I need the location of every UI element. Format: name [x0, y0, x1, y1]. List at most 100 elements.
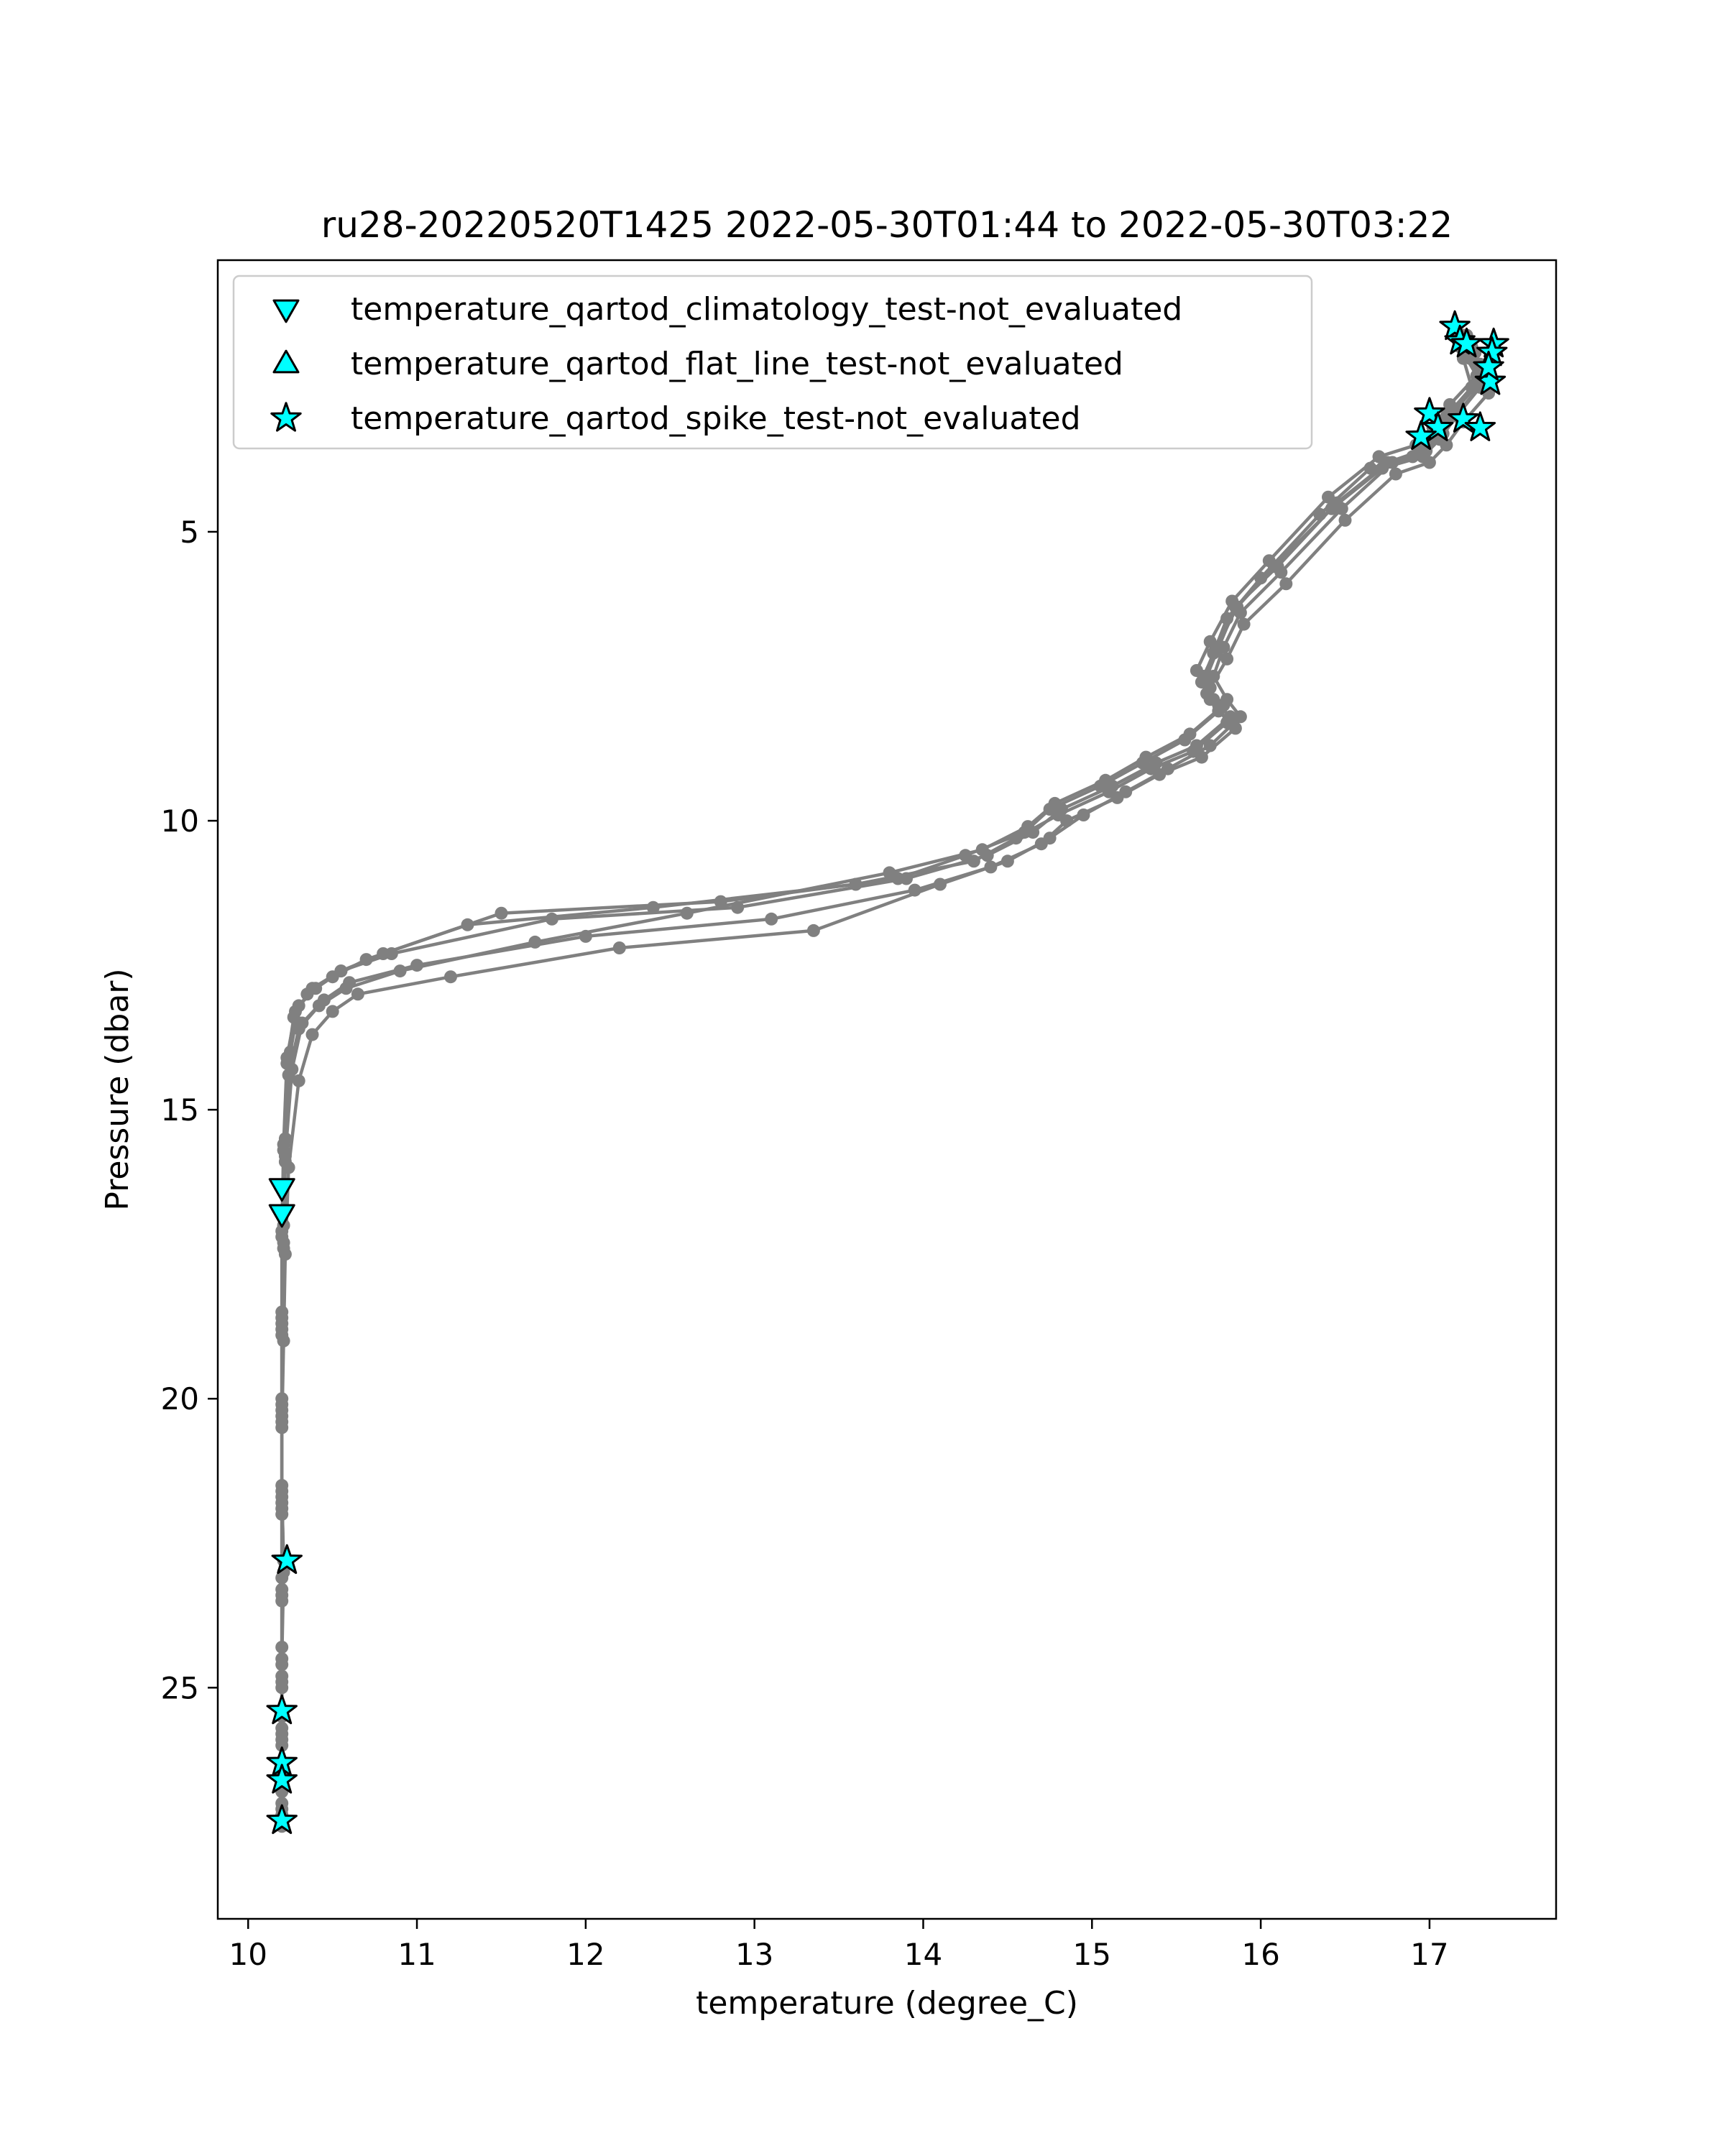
x-axis: 10 11 12 13 14 15 16 17 — [229, 1919, 1449, 1972]
flag-marker-star — [1473, 351, 1504, 381]
y-axis: 5 10 15 20 25 — [161, 515, 218, 1705]
flag-marker-triangle-down — [268, 1178, 295, 1202]
flag-series-triangle-down — [268, 1178, 295, 1228]
legend-label: temperature_qartod_spike_test-not_evalua… — [351, 400, 1081, 437]
profile-point — [646, 900, 660, 914]
profile-point — [275, 1225, 289, 1238]
profile-point — [385, 947, 398, 960]
profile-point — [1207, 670, 1220, 683]
profile-point — [1376, 461, 1389, 475]
profile-point — [289, 1005, 302, 1018]
x-tick-label: 12 — [566, 1937, 604, 1972]
flag-marker-star — [266, 1764, 298, 1794]
profile-point — [1105, 779, 1119, 793]
profile-point — [1000, 854, 1014, 868]
legend-label: temperature_qartod_climatology_test-not_… — [351, 291, 1182, 328]
profile-point — [545, 912, 558, 926]
profile-point — [1443, 398, 1457, 411]
profile-point — [339, 982, 353, 995]
flag-marker-triangle-down — [268, 1204, 295, 1228]
profile-point — [1026, 826, 1040, 839]
flag-marker-star — [1464, 411, 1496, 441]
profile-point — [494, 906, 508, 920]
flag-marker-star — [271, 1544, 303, 1575]
legend: temperature_qartod_climatology_test-not_… — [232, 275, 1313, 450]
profile-point — [275, 1311, 289, 1325]
profile-point — [1139, 750, 1153, 764]
profile-point — [461, 918, 474, 931]
profile-point — [292, 1022, 305, 1036]
profile-point — [1389, 467, 1402, 481]
profile-point — [1119, 785, 1133, 798]
profile-point — [305, 1028, 319, 1041]
y-tick-label: 25 — [161, 1670, 199, 1705]
profile-point — [275, 1484, 289, 1498]
x-tick-label: 17 — [1410, 1937, 1448, 1972]
flag-marker-star — [1448, 402, 1479, 433]
profile-point — [393, 964, 407, 978]
profile-point — [1220, 693, 1234, 706]
y-tick-label: 5 — [180, 515, 199, 550]
profile-point — [731, 900, 745, 914]
legend-label: temperature_qartod_flat_line_test-not_ev… — [351, 346, 1123, 382]
profile-point — [1416, 450, 1430, 464]
profile-point — [275, 1571, 289, 1585]
profile-point — [1267, 560, 1281, 573]
x-axis-label: temperature (degree_C) — [696, 1985, 1078, 2022]
profile-point — [351, 987, 364, 1001]
profile-point — [1203, 739, 1217, 752]
profile-point — [292, 1074, 305, 1087]
legend-marker-triangle-up — [272, 349, 300, 374]
flag-series-star — [266, 310, 1509, 1834]
flag-marker-star — [1422, 411, 1454, 441]
profile-point — [275, 1398, 289, 1411]
profile-point — [765, 912, 778, 926]
x-tick-label: 15 — [1073, 1937, 1111, 1972]
profile-point — [444, 970, 457, 984]
profile-point — [305, 982, 319, 995]
legend-box — [232, 275, 1313, 450]
y-tick-label: 15 — [161, 1092, 199, 1128]
profile-point — [528, 935, 542, 949]
profile-point — [1322, 490, 1335, 504]
profile-point — [1195, 750, 1208, 764]
profile-point — [1161, 762, 1174, 775]
profile-point — [1197, 670, 1210, 683]
flag-marker-star — [1450, 327, 1483, 358]
x-tick-label: 16 — [1241, 1937, 1279, 1972]
y-axis-label: Pressure (dbar) — [99, 968, 136, 1210]
plot-area-frame — [216, 259, 1558, 1920]
profile-point — [275, 1658, 289, 1672]
profile-point — [1183, 727, 1197, 741]
profile-point — [282, 1161, 295, 1174]
profile-point — [680, 906, 694, 920]
profile-point — [1335, 502, 1348, 515]
profile-point — [1077, 808, 1090, 821]
profile-point — [326, 1005, 339, 1018]
profile-point — [806, 923, 820, 937]
y-tick-label: 10 — [161, 803, 199, 839]
profile-point — [1223, 710, 1237, 724]
flag-marker-star — [266, 1694, 298, 1725]
flag-marker-star — [1414, 397, 1445, 427]
x-tick-label: 10 — [229, 1937, 267, 1972]
y-tick-label: 20 — [161, 1381, 199, 1416]
profile-point — [312, 999, 326, 1013]
profile-point — [334, 964, 348, 978]
profile-point — [1237, 617, 1251, 631]
profile-point — [1338, 513, 1352, 527]
profile-point — [980, 849, 994, 862]
profile-point — [1372, 450, 1386, 464]
profile-point — [1279, 577, 1293, 591]
flag-marker-star — [1439, 310, 1471, 341]
profile-line — [280, 340, 1482, 1810]
x-tick-label: 14 — [904, 1937, 942, 1972]
chart-title: ru28-20220520T1425 2022-05-30T01:44 to 2… — [321, 204, 1453, 246]
profile-point — [1233, 710, 1247, 724]
profile-point — [934, 877, 947, 891]
legend-marker-star — [270, 402, 302, 432]
profile-point — [277, 1334, 290, 1348]
profile-point — [275, 1721, 289, 1735]
flag-marker-star — [266, 1804, 298, 1834]
profile-point — [277, 1138, 290, 1151]
